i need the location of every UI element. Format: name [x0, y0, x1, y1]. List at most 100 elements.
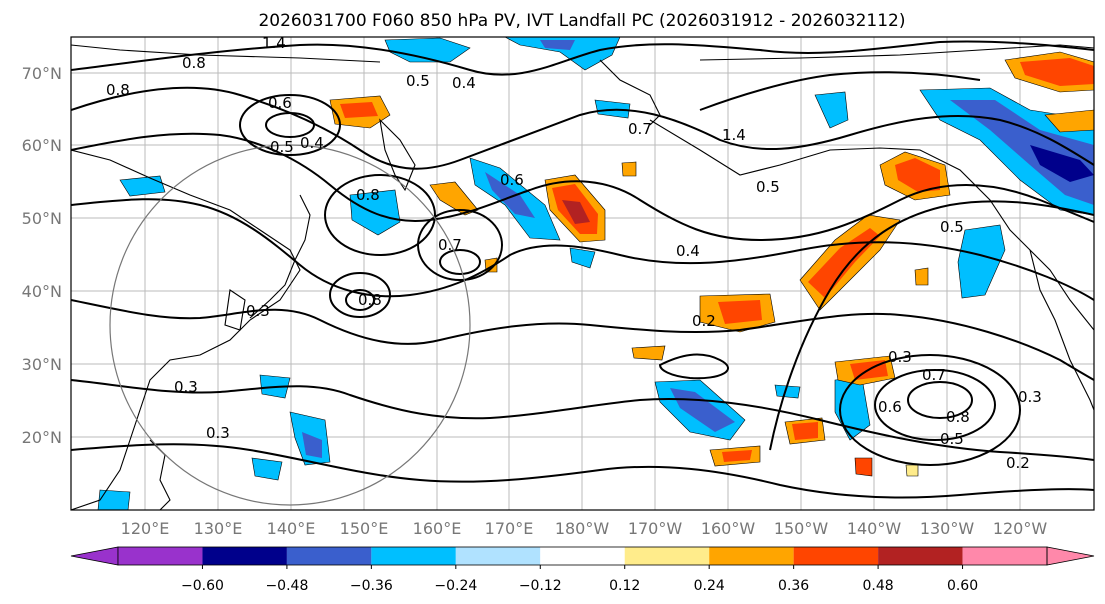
pv-contour: [71, 198, 1094, 301]
contour-label: 0.3: [888, 348, 912, 366]
figure-title: 2026031700 F060 850 hPa PV, IVT Landfall…: [258, 11, 905, 31]
shade-orange: [429, 181, 479, 216]
map-panel: 1.4 0.8 0.8 0.5 0.4 0.6 0.5 0.4 0.8 0.7 …: [70, 34, 1095, 511]
contour-label: 0.5: [406, 72, 430, 90]
colorbar-tick-label: 0.12: [609, 578, 640, 594]
longitude-label: 130°E: [194, 519, 243, 538]
contour-label: 1.4: [262, 34, 286, 52]
colorbar-segment: [371, 547, 456, 565]
shade-orange: [631, 345, 666, 361]
pv-contour-closed: [839, 354, 1021, 466]
colorbar-tick-label: 0.60: [947, 578, 978, 594]
pv-contour: [71, 86, 1094, 170]
contour-label: 0.6: [500, 171, 524, 189]
pv-contour: [658, 353, 729, 380]
shade-red: [808, 228, 880, 298]
contour-label: 0.4: [676, 242, 700, 260]
latitude-label: 30°N: [22, 355, 62, 374]
contour-label: 0.7: [922, 366, 946, 384]
contour-label: 0.3: [206, 424, 230, 442]
shade-yellow: [905, 464, 919, 477]
pv-contour-closed: [239, 94, 341, 156]
contour-label: 0.5: [270, 138, 294, 156]
colorbar-segment: [202, 547, 287, 565]
pv-contour: [71, 443, 1094, 499]
colorbar-segment: [793, 547, 879, 565]
coastline-arctic: [71, 44, 1094, 63]
contour-label: 0.6: [878, 398, 902, 416]
pv-contour-closed: [907, 381, 973, 419]
shade-blue: [119, 175, 166, 197]
pv-contour-closed: [439, 249, 481, 275]
pv-contour: [699, 71, 981, 111]
latitude-labels: 70°N 60°N 50°N 40°N 30°N 20°N: [22, 64, 62, 447]
contour-label: 0.3: [1018, 388, 1042, 406]
contour-label: 0.8: [182, 54, 206, 72]
contour-label: 0.4: [300, 134, 324, 152]
shade-blue: [251, 457, 283, 481]
pv-contour: [71, 379, 1094, 461]
shade-darkblue: [485, 172, 535, 218]
colorbar-segment: [878, 547, 963, 565]
contour-label: 0.2: [1006, 454, 1030, 472]
shade-orange: [621, 161, 637, 177]
shade-red: [895, 158, 940, 192]
longitude-label: 120°W: [993, 519, 1048, 538]
contour-label: 0.8: [358, 291, 382, 309]
shade-red: [340, 102, 378, 118]
colorbar-segment: [962, 547, 1047, 565]
longitude-label: 160°E: [413, 519, 462, 538]
pv-contour-closed: [329, 272, 391, 318]
latitude-label: 20°N: [22, 428, 62, 447]
contour-label: 0.6: [268, 94, 292, 112]
contour-label: 0.8: [356, 186, 380, 204]
pv-contour: [71, 299, 1094, 381]
pv-contour-closed: [265, 112, 315, 138]
coastline-alaska: [649, 119, 1094, 331]
shade-red: [722, 450, 752, 462]
pv-contours: [71, 40, 1094, 499]
longitude-label: 160°W: [701, 519, 756, 538]
contour-label: 0.3: [246, 302, 270, 320]
colorbar: −0.60 −0.48 −0.36 −0.24 −0.12 0.12 0.24 0.36 0.4…: [70, 546, 1095, 594]
pv-contour-closed: [345, 289, 375, 311]
colorbar-tick-label: 0.24: [694, 578, 725, 594]
contour-label: 0.7: [438, 236, 462, 254]
longitude-label: 180°W: [555, 519, 610, 538]
latitude-label: 60°N: [22, 136, 62, 155]
pv-contour: [71, 40, 1094, 76]
contour-labels: 1.4 0.8 0.8 0.5 0.4 0.6 0.5 0.4 0.8 0.7 …: [106, 34, 1042, 472]
shade-red: [854, 457, 873, 477]
longitude-label: 150°W: [774, 519, 829, 538]
coastline-asia: [71, 149, 301, 510]
colorbar-segment: [540, 547, 625, 565]
colorbar-tick-label: −0.48: [265, 578, 308, 594]
shade-darkblue: [950, 100, 1094, 205]
shade-blue: [504, 37, 621, 71]
contour-label: 0.3: [174, 378, 198, 396]
shade-navy: [1030, 145, 1094, 182]
shade-blue: [814, 91, 849, 129]
colorbar-tick-label: −0.36: [350, 578, 393, 594]
contour-label: 0.4: [452, 74, 476, 92]
latitude-label: 40°N: [22, 282, 62, 301]
shade-orange: [1044, 109, 1094, 133]
colorbar-segment: [624, 547, 710, 565]
pv-contour-closed: [324, 174, 436, 256]
coastlines: [71, 44, 1094, 510]
shade-blue: [774, 384, 801, 399]
contour-label: 0.5: [940, 430, 964, 448]
shade-blue: [97, 489, 131, 510]
longitude-label: 120°E: [121, 519, 170, 538]
shade-darkblue: [540, 40, 575, 50]
contour-label: 1.4: [722, 126, 746, 144]
shaded-regions: [97, 37, 1094, 510]
colorbar-frame: [117, 546, 1048, 566]
latitude-label: 50°N: [22, 209, 62, 228]
colorbar-tick-label: 0.36: [778, 578, 809, 594]
contour-label: 0.8: [106, 81, 130, 99]
shade-darkblue: [302, 432, 322, 458]
shade-blue: [569, 247, 596, 269]
colorbar-tick-label: −0.60: [181, 578, 224, 594]
colorbar-tick-label: 0.48: [863, 578, 894, 594]
